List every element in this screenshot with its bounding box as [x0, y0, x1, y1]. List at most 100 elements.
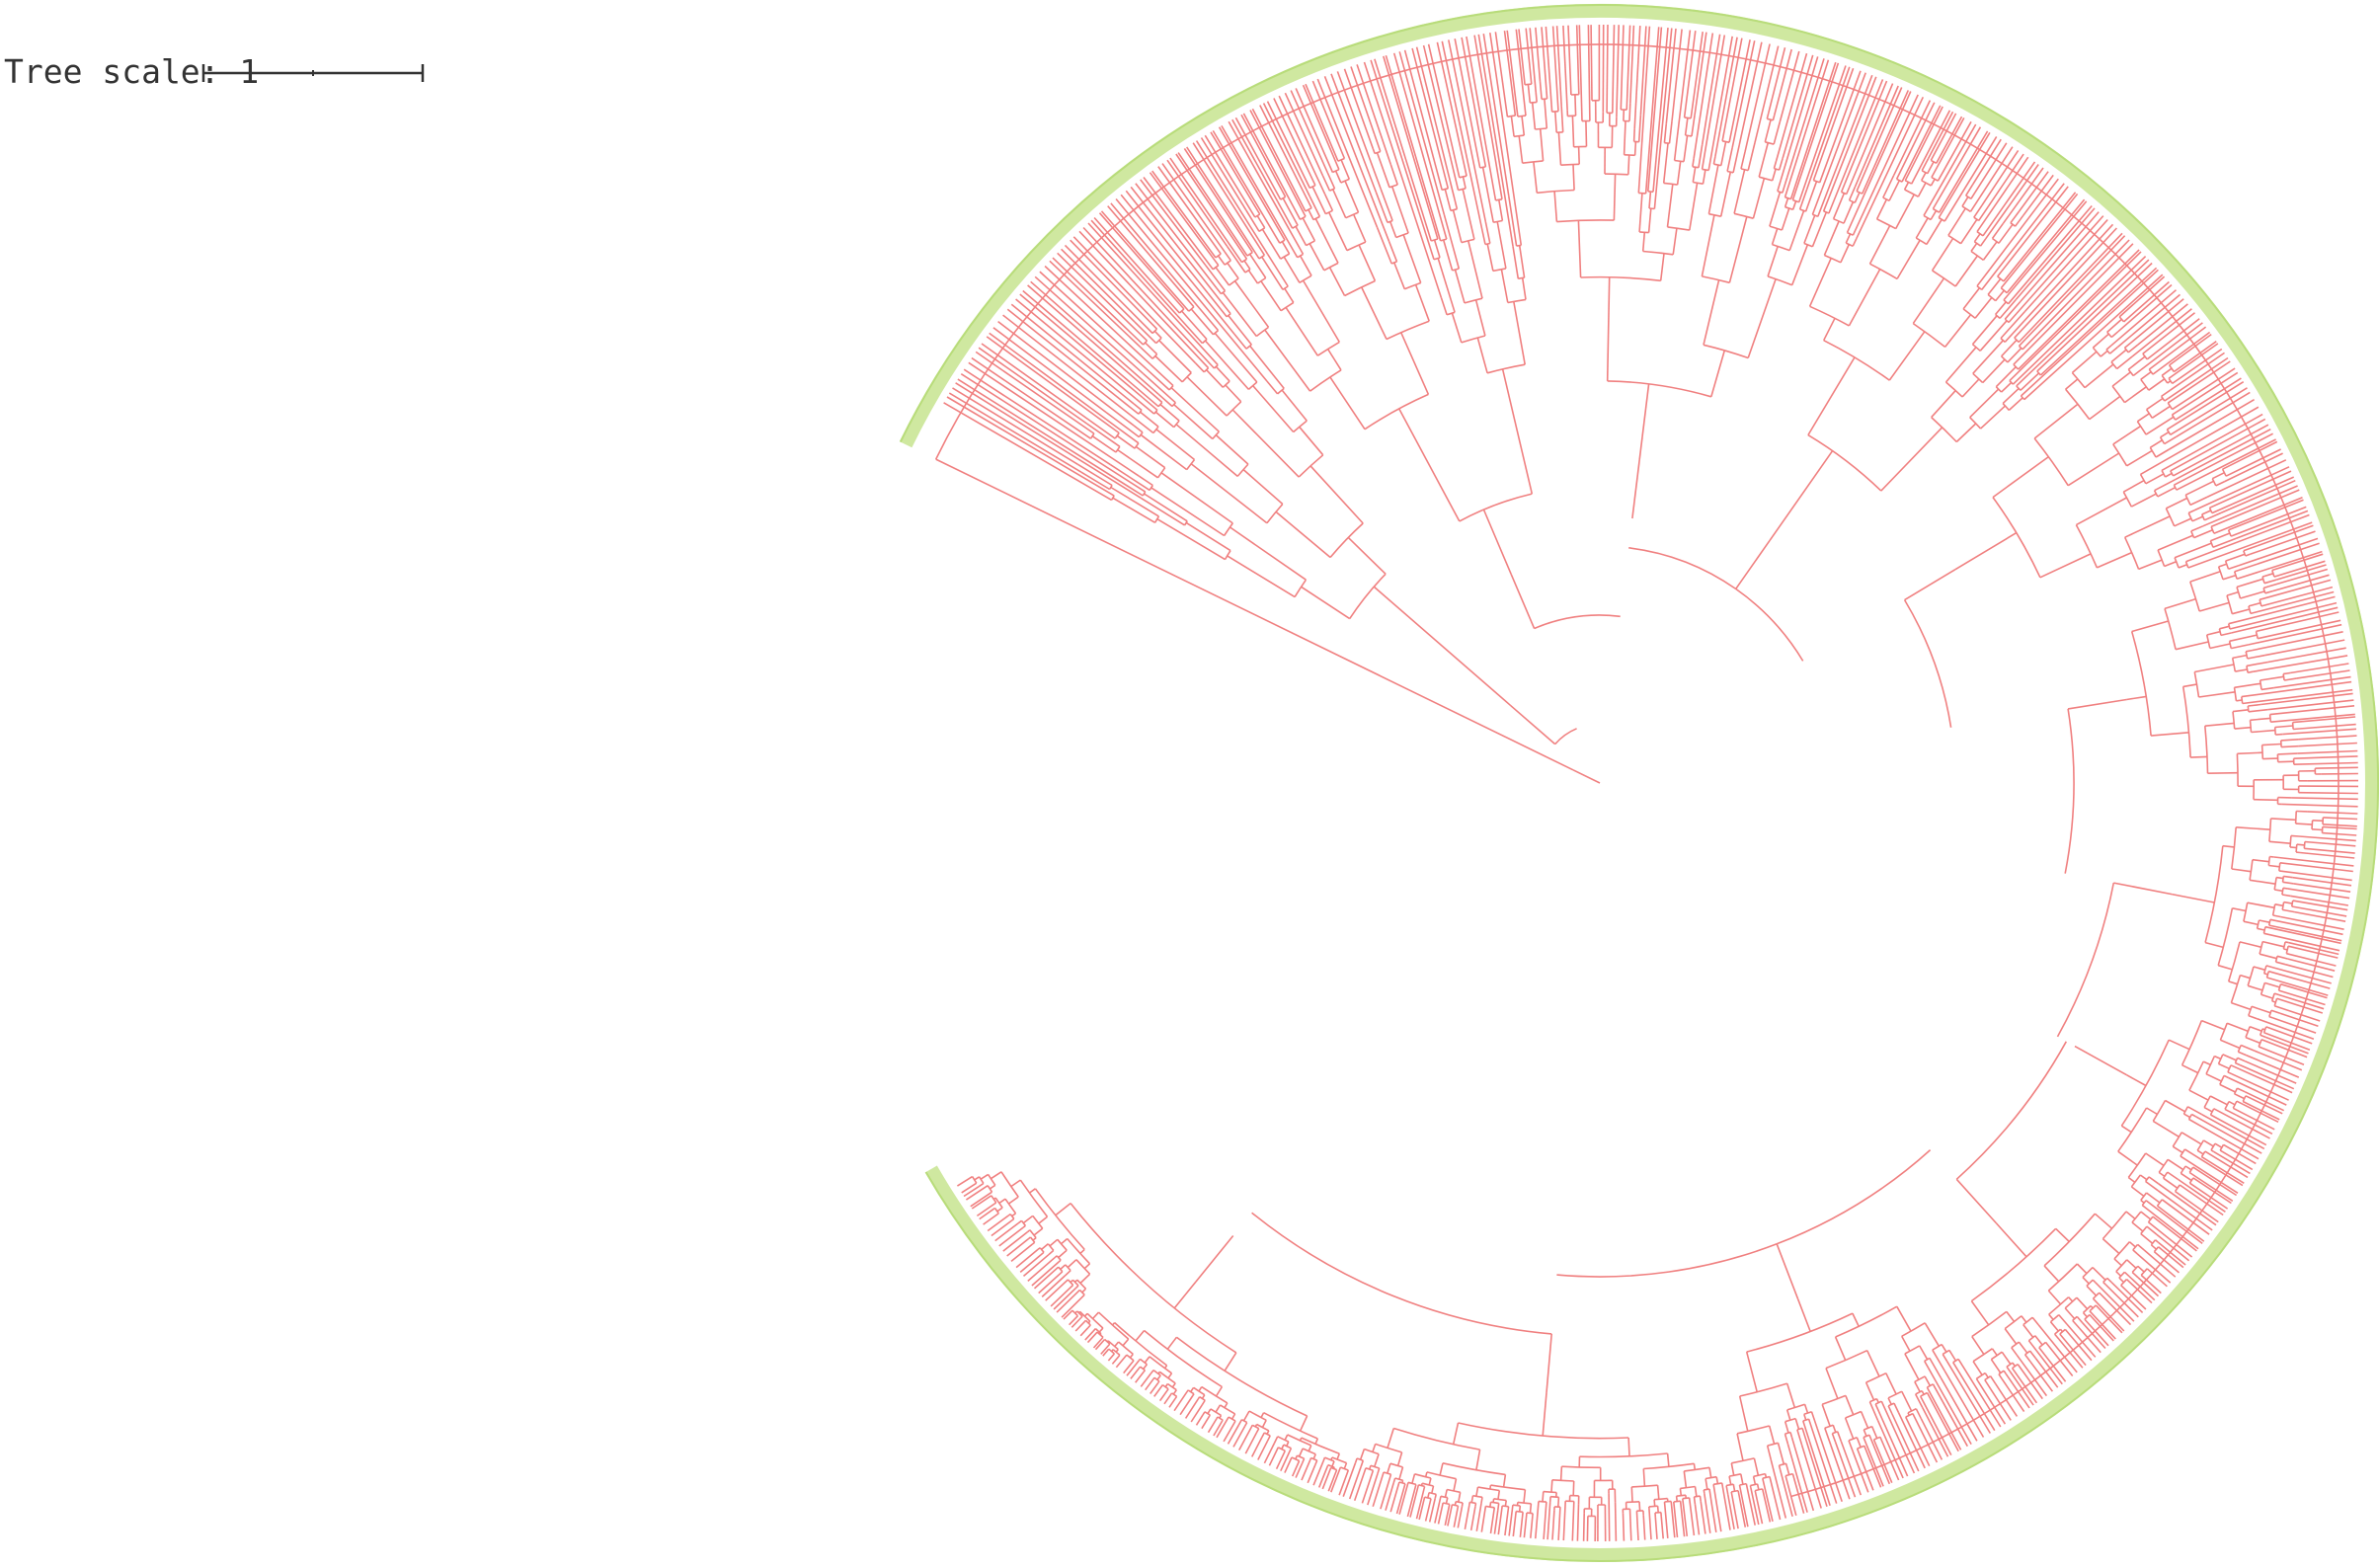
tree-branch: [1560, 163, 1580, 166]
tree-branch: [2161, 374, 2169, 384]
tree-branch: [1606, 276, 1611, 381]
tree-branch: [2161, 463, 2174, 472]
tree-branch: [1074, 1320, 1085, 1332]
tree-branch: [2225, 448, 2281, 477]
tree-branch: [946, 396, 1115, 497]
tree-branch: [1969, 417, 1982, 430]
tree-branch: [2028, 1350, 2036, 1359]
tree-branch: [2128, 1276, 2156, 1301]
tree-branch: [2215, 480, 2226, 487]
tree-branch: [1251, 108, 1307, 212]
tree-branch: [1201, 338, 1208, 345]
tree-branch: [1941, 1344, 1947, 1353]
tree-branch: [1872, 1439, 1893, 1484]
tree-branch: [2169, 399, 2256, 450]
tree-branch: [1331, 1460, 1335, 1467]
tree-branch: [2208, 507, 2213, 513]
tree-branch: [2204, 941, 2224, 949]
tree-branch: [2141, 1204, 2199, 1250]
tree-branch: [2106, 1277, 2112, 1284]
tree-branch: [1920, 172, 1927, 182]
tree-branch: [1684, 118, 1689, 136]
tree-branch: [1327, 1469, 1338, 1492]
tree-branch: [1752, 178, 1766, 219]
tree-branch: [1662, 143, 1669, 184]
tree-branch: [1374, 133, 1382, 152]
tree-branch: [1114, 1322, 1168, 1367]
tree-branch: [1876, 1420, 1904, 1479]
tree-branch: [2169, 352, 2225, 391]
tree-branch: [1852, 1312, 1860, 1327]
tree-branch: [935, 458, 1574, 771]
tree-branch: [1825, 1368, 1839, 1399]
tree-branch: [1502, 1505, 1509, 1508]
tree-branch: [2260, 1039, 2308, 1058]
tree-branch: [1750, 1487, 1760, 1526]
tree-branch: [1215, 434, 1249, 465]
tree-branch: [1682, 1498, 1689, 1536]
tree-branch: [1160, 472, 1233, 524]
tree-branch: [2066, 1323, 2097, 1358]
tree-branch: [1534, 614, 1621, 630]
tree-branch: [2122, 479, 2145, 493]
tree-branch: [1930, 113, 1957, 161]
tree-branch: [1140, 346, 1153, 359]
tree-branch: [1186, 376, 1228, 417]
tree-branch: [1224, 550, 1231, 561]
tree-branch: [934, 43, 2339, 1498]
tree-branch: [2137, 1277, 2160, 1297]
tree-branch: [2146, 1225, 2158, 1235]
tree-branch: [1158, 1388, 1169, 1402]
tree-branch: [1947, 207, 1966, 236]
tree-branch: [1049, 260, 1142, 348]
tree-branch: [1221, 125, 1299, 259]
tree-branch: [1561, 1465, 1601, 1469]
tree-branch: [1027, 1236, 1031, 1240]
tree-branch: [1195, 140, 1269, 255]
tree-branch: [989, 1184, 996, 1190]
tree-branch: [2211, 476, 2295, 514]
tree-branch: [952, 387, 1079, 466]
tree-branch: [1140, 433, 1188, 471]
tree-branch: [1094, 1338, 1106, 1351]
tree-branch: [1181, 310, 1208, 341]
tree-branch: [1526, 1512, 1534, 1515]
tree-branch: [1461, 238, 1475, 244]
tree-branch: [1111, 1356, 1120, 1365]
tree-branch: [2131, 1221, 2144, 1232]
tree-branch: [1976, 156, 2029, 233]
tree-branch: [1140, 497, 1186, 526]
tree-branch: [2263, 639, 2345, 657]
tree-branch: [1166, 1336, 1178, 1350]
tree-branch: [2131, 1271, 2139, 1279]
tree-branch: [1679, 1501, 1686, 1537]
tree-branch: [2247, 670, 2254, 673]
tree-branch: [1150, 487, 1226, 537]
tree-branch: [1856, 96, 1925, 240]
tree-branch: [1146, 368, 1170, 391]
tree-branch: [1901, 105, 1942, 183]
tree-branch: [1982, 358, 2006, 384]
tree-branch: [1063, 1309, 1073, 1320]
tree-branch: [1133, 403, 1143, 412]
tree-branch: [1115, 1354, 1128, 1369]
tree-branch: [2268, 568, 2329, 588]
tree-branch: [1784, 1417, 1796, 1423]
tree-branch: [1745, 1351, 1758, 1392]
tree-branch: [1138, 1366, 1142, 1370]
tree-branch: [1340, 159, 1351, 180]
tree-branch: [2113, 1241, 2131, 1260]
tree-branch: [1901, 1390, 1913, 1412]
tree-branch: [1852, 94, 1919, 236]
tree-branch: [1620, 25, 1625, 111]
tree-branch: [2222, 574, 2237, 581]
tree-branch: [948, 392, 1082, 473]
tree-branch: [1782, 54, 1814, 159]
tree-branch: [1317, 1465, 1329, 1488]
tree-branch: [1217, 1416, 1224, 1421]
tree-branch: [2290, 834, 2300, 837]
tree-branch: [2284, 963, 2334, 979]
tree-branch: [1173, 1281, 1197, 1309]
tree-branch: [1427, 1492, 1430, 1499]
tree-branch: [1938, 131, 1991, 218]
